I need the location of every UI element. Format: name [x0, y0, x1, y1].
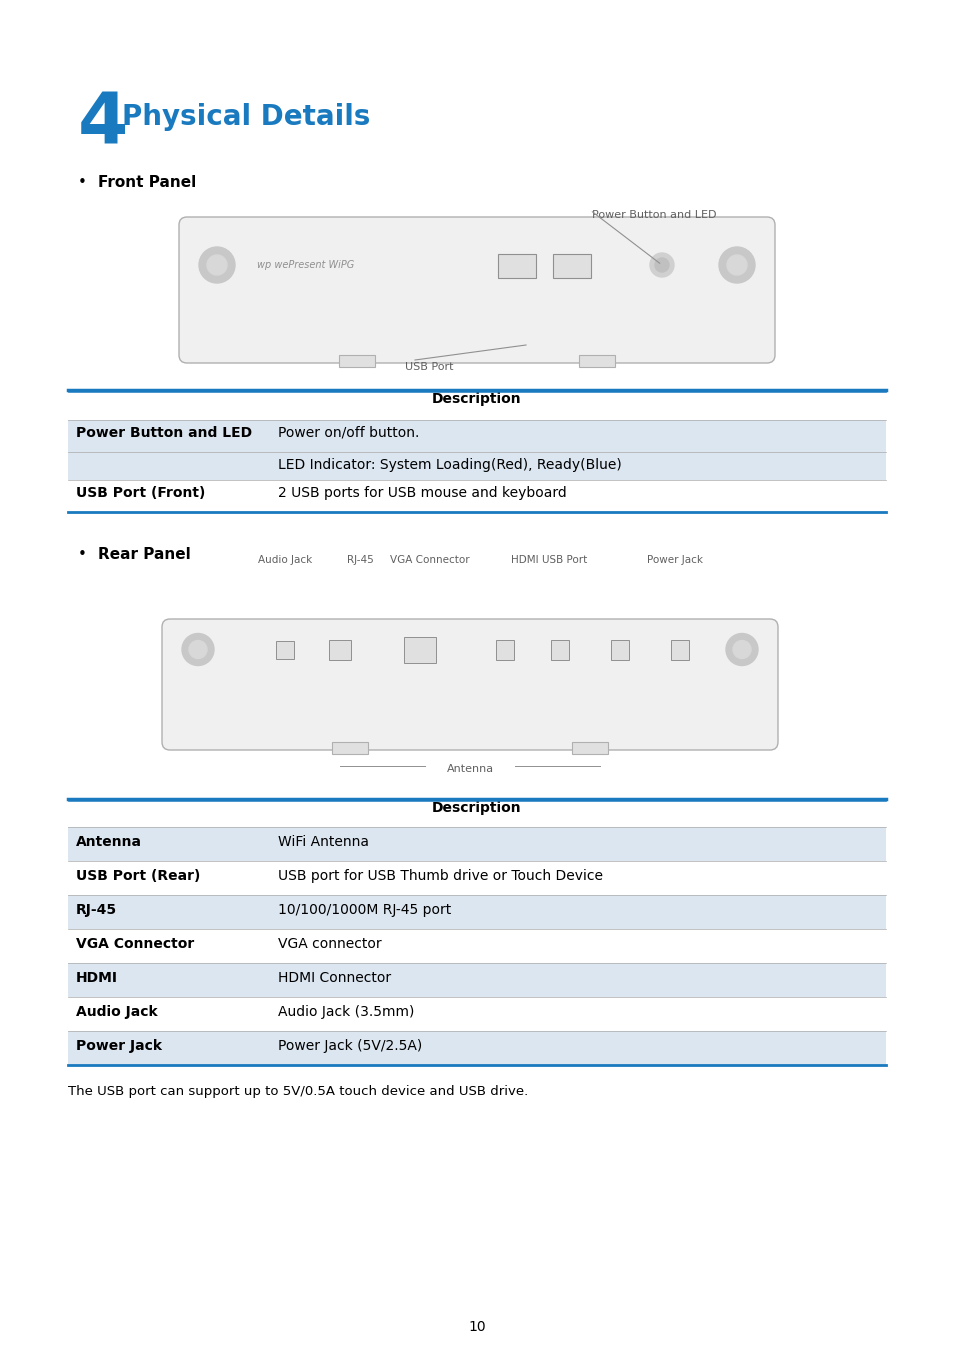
Text: Physical Details: Physical Details: [122, 103, 370, 131]
Text: •: •: [78, 176, 87, 190]
Text: HDMI Connector: HDMI Connector: [277, 971, 391, 986]
Text: LED Indicator: System Loading(Red), Ready(Blue): LED Indicator: System Loading(Red), Read…: [277, 458, 621, 472]
Bar: [68, 420, 885, 452]
Bar: [332, 743, 368, 755]
Text: WiFi Antenna: WiFi Antenna: [277, 836, 369, 849]
Text: USB Port: USB Port: [542, 555, 587, 566]
Bar: [68, 390, 885, 420]
Bar: [68, 895, 885, 929]
Circle shape: [207, 255, 227, 275]
FancyBboxPatch shape: [553, 254, 590, 278]
Bar: [68, 481, 885, 512]
Bar: [338, 355, 375, 367]
Text: RJ-45: RJ-45: [346, 555, 373, 566]
Bar: [578, 355, 615, 367]
Text: 2 USB ports for USB mouse and keyboard: 2 USB ports for USB mouse and keyboard: [277, 486, 566, 500]
Circle shape: [189, 640, 207, 659]
FancyBboxPatch shape: [497, 254, 536, 278]
Circle shape: [732, 640, 750, 659]
Text: Description: Description: [432, 801, 521, 815]
Text: wp wePresent WiPG: wp wePresent WiPG: [256, 261, 354, 270]
Bar: [496, 640, 514, 660]
Text: Power Jack (5V/2.5A): Power Jack (5V/2.5A): [277, 1040, 422, 1053]
Bar: [68, 452, 885, 481]
Circle shape: [719, 247, 754, 284]
Text: Power on/off button.: Power on/off button.: [277, 427, 419, 440]
Text: 10/100/1000M RJ-45 port: 10/100/1000M RJ-45 port: [277, 903, 451, 917]
Bar: [275, 640, 294, 659]
Text: Power Button and LED: Power Button and LED: [76, 427, 252, 440]
Text: HDMI: HDMI: [511, 555, 538, 566]
Text: VGA Connector: VGA Connector: [390, 555, 469, 566]
Circle shape: [199, 247, 234, 284]
Text: Audio Jack: Audio Jack: [76, 1004, 157, 1019]
Text: USB port for USB Thumb drive or Touch Device: USB port for USB Thumb drive or Touch De…: [277, 869, 602, 883]
Text: USB Port (Front): USB Port (Front): [76, 486, 205, 500]
Text: HDMI: HDMI: [76, 971, 118, 986]
Circle shape: [655, 258, 668, 271]
Bar: [68, 929, 885, 963]
Bar: [329, 640, 351, 660]
Text: The USB port can support up to 5V/0.5A touch device and USB drive.: The USB port can support up to 5V/0.5A t…: [68, 1085, 528, 1098]
Text: USB Port: USB Port: [405, 362, 453, 373]
Text: VGA Connector: VGA Connector: [76, 937, 194, 950]
FancyBboxPatch shape: [162, 620, 778, 751]
Text: Audio Jack (3.5mm): Audio Jack (3.5mm): [277, 1004, 414, 1019]
Text: Power Button and LED: Power Button and LED: [592, 211, 716, 220]
Bar: [403, 636, 436, 663]
Text: Audio Jack: Audio Jack: [257, 555, 312, 566]
Text: Power Jack: Power Jack: [76, 1040, 162, 1053]
Text: Power Jack: Power Jack: [646, 555, 702, 566]
Bar: [68, 799, 885, 828]
Circle shape: [726, 255, 746, 275]
Bar: [68, 998, 885, 1031]
Text: Antenna: Antenna: [446, 764, 493, 774]
Text: Rear Panel: Rear Panel: [98, 547, 191, 562]
Bar: [670, 640, 688, 660]
Text: RJ-45: RJ-45: [76, 903, 117, 917]
Bar: [68, 828, 885, 861]
Circle shape: [649, 252, 673, 277]
Text: Front Panel: Front Panel: [98, 176, 196, 190]
Bar: [572, 743, 607, 755]
Text: Antenna: Antenna: [76, 836, 142, 849]
Text: Description: Description: [432, 392, 521, 406]
Text: USB Port (Rear): USB Port (Rear): [76, 869, 200, 883]
Text: 4: 4: [78, 90, 129, 159]
Text: 10: 10: [468, 1320, 485, 1334]
Circle shape: [725, 633, 758, 666]
FancyBboxPatch shape: [179, 217, 774, 363]
Bar: [68, 1031, 885, 1065]
Circle shape: [182, 633, 213, 666]
Bar: [610, 640, 628, 660]
Bar: [68, 861, 885, 895]
Bar: [551, 640, 568, 660]
Text: VGA connector: VGA connector: [277, 937, 381, 950]
Bar: [68, 963, 885, 998]
Text: •: •: [78, 547, 87, 562]
